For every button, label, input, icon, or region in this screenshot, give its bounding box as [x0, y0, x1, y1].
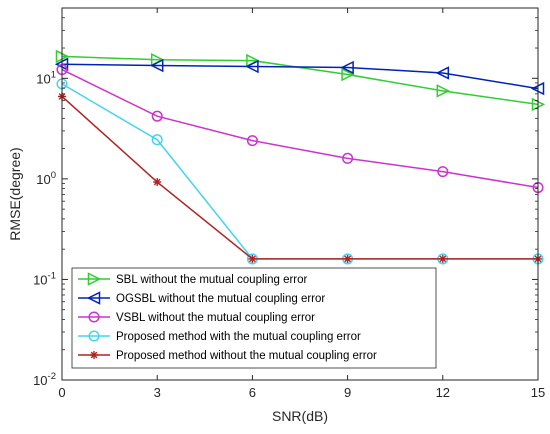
series-3-point-2 — [151, 110, 163, 122]
series-1-point-5 — [436, 84, 450, 98]
series-3-point-3 — [246, 135, 258, 147]
series-5-line — [61, 95, 538, 260]
legend-box — [71, 267, 437, 369]
series-2-point-2 — [150, 58, 164, 73]
series-2-point-4 — [340, 60, 354, 75]
series-5-point-4 — [343, 254, 352, 263]
legend-entry-1: SBL without the mutual coupling error — [78, 272, 308, 286]
axes-box — [61, 7, 539, 381]
legend-label-2: OGSBL without the mutual coupling error — [116, 293, 325, 305]
series-5-point-2 — [153, 178, 162, 187]
legend-label-5: Proposed method without the mutual coupl… — [116, 350, 377, 362]
series-5-point-3 — [248, 254, 257, 263]
series-3-point-4 — [342, 152, 354, 164]
legend-entry-5: Proposed method without the mutual coupl… — [78, 350, 377, 362]
series-2-point-3 — [245, 59, 259, 74]
series-2-line — [61, 63, 539, 90]
y-tick-label-2: 10-1 — [33, 270, 56, 287]
legend-marker-2 — [86, 291, 101, 305]
series-3 — [56, 64, 544, 194]
series-5-point-5 — [438, 254, 447, 263]
legend-marker-5 — [90, 351, 98, 359]
y-axis-label: RMSE(degree) — [7, 147, 23, 240]
x-tick-label-3: 6 — [249, 385, 256, 400]
x-tick-label-2: 3 — [154, 385, 161, 400]
y-tick-label-1: 10-2 — [33, 371, 56, 388]
series-3-point-5 — [437, 166, 449, 178]
series-4-point-2 — [151, 134, 163, 146]
legend-marker-3 — [88, 311, 100, 323]
legend-entry-2: OGSBL without the mutual coupling error — [78, 291, 325, 305]
series-2-point-5 — [435, 66, 450, 80]
x-tick-label-5: 12 — [436, 385, 450, 400]
legend-label-1: SBL without the mutual coupling error — [116, 274, 308, 286]
x-axis-label: SNR(dB) — [272, 408, 328, 424]
legend: SBL without the mutual coupling error OGS… — [71, 267, 437, 369]
legend-label-3: VSBL without the mutual coupling error — [116, 312, 315, 324]
legend-entry-3: VSBL without the mutual coupling error — [78, 311, 315, 324]
legend-marker-4 — [88, 330, 100, 342]
x-tick-label-4: 9 — [344, 385, 351, 400]
legend-label-4: Proposed method with the mutual coupling… — [116, 331, 361, 343]
series-3-line — [61, 68, 539, 189]
legend-entry-4: Proposed method with the mutual coupling… — [78, 330, 361, 343]
series-1-point-4 — [341, 67, 355, 82]
y-tick-label-3: 100 — [36, 170, 56, 187]
x-tick-label-1: 0 — [58, 385, 65, 400]
x-tick-label-6: 15 — [531, 385, 545, 400]
y-tick-label-4: 101 — [36, 69, 56, 86]
legend-marker-1 — [87, 272, 102, 286]
